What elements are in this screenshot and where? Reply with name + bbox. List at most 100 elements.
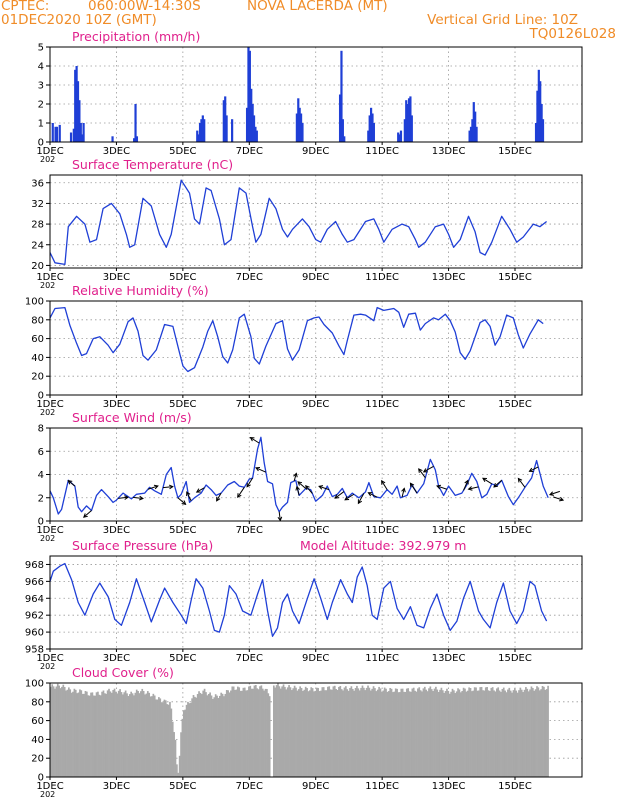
precip-bar — [81, 134, 84, 142]
cloud-bar — [436, 689, 439, 777]
cloud-bar — [403, 691, 405, 777]
cloud-bar — [335, 689, 338, 777]
cloud-bar — [198, 691, 200, 777]
cloud-bar — [70, 692, 73, 777]
cloud-bar — [59, 688, 62, 777]
x-tick-label: 5DEC — [169, 781, 196, 792]
cloud-bar — [126, 693, 128, 777]
cloud-bar — [486, 687, 488, 777]
panel-title: Precipitation (mm/h) — [72, 29, 200, 44]
cloud-bar — [356, 685, 358, 777]
cloud-bar — [191, 698, 193, 777]
cloud-bar — [321, 687, 324, 777]
cloud-bar — [471, 691, 473, 777]
cloud-bar — [109, 691, 112, 777]
wind-arrow — [463, 480, 469, 491]
x-tick-label: 13DEC — [432, 146, 466, 157]
cloud-bar — [457, 688, 459, 777]
cloud-bar — [153, 695, 156, 777]
cloud-bar — [248, 686, 250, 777]
cloud-bar — [374, 688, 376, 777]
cloud-bar — [372, 686, 375, 777]
cloud-bar — [541, 685, 544, 777]
wind-arrowhead — [436, 484, 442, 490]
wind-arrow — [318, 485, 330, 491]
cloud-bar — [440, 687, 443, 777]
panel-title: Cloud Cover (%) — [72, 665, 174, 680]
precip-bar — [369, 107, 373, 142]
cloud-bar — [101, 691, 103, 777]
cloud-bar — [494, 691, 497, 777]
cloud-bar — [56, 683, 59, 777]
cloud-bar — [493, 690, 495, 777]
wind-arrowhead — [401, 487, 406, 493]
wind-arrow — [278, 511, 281, 521]
cloud-bar — [290, 690, 293, 777]
cloud-bar — [428, 688, 430, 777]
precip-bar — [250, 88, 253, 142]
cloud-bar — [400, 688, 403, 777]
cloud-bar — [525, 687, 527, 777]
cloud-bar — [194, 696, 196, 777]
x-tick-label: 5DEC — [169, 525, 196, 536]
precip-bar — [255, 130, 258, 142]
cloud-bar — [383, 687, 386, 777]
wind-arrowhead — [422, 468, 428, 473]
cloud-bar — [369, 690, 372, 777]
cloud-bar — [468, 687, 470, 777]
cloud-bar — [331, 689, 333, 777]
cloud-bar — [509, 690, 512, 777]
cloud-bar — [336, 690, 339, 777]
precip-bar — [405, 100, 408, 142]
wind-arrow — [250, 437, 260, 444]
precip-bar — [197, 134, 200, 142]
cloud-bar — [435, 686, 437, 777]
cloud-bar — [340, 689, 343, 777]
cloud-bar — [454, 693, 457, 777]
cloud-bar — [212, 698, 214, 777]
cloud-bar — [246, 690, 249, 777]
cloud-bar — [256, 688, 259, 777]
precip-bar — [198, 123, 202, 142]
cloud-bar — [527, 691, 530, 777]
wind-arrowhead — [195, 488, 201, 493]
header: CPTEC: 060:00W-14:30S NOVA LACERDA (MT) … — [0, 0, 618, 46]
precip-bar — [409, 96, 412, 142]
wind-arrow — [549, 490, 561, 496]
cloud-bar — [117, 690, 120, 777]
precip-bar — [340, 50, 343, 142]
wind-arrowhead — [153, 484, 159, 490]
y-tick-label: 20 — [31, 372, 44, 383]
cloud-bar — [54, 688, 56, 777]
cloud-bar — [306, 688, 308, 777]
panel-title: Relative Humidity (%) — [72, 283, 209, 298]
wind-arrowhead — [559, 496, 565, 502]
cloud-bar — [227, 690, 229, 777]
wind-arrow — [296, 486, 300, 496]
precip-bar — [298, 107, 301, 142]
cloud-bar — [393, 691, 396, 777]
wind-arrowhead — [168, 484, 174, 490]
cloud-bar — [465, 691, 468, 777]
x-tick-label: 15DEC — [498, 146, 532, 157]
precip-bar — [397, 132, 400, 142]
year-label: 202 — [40, 155, 55, 164]
cloud-bar — [272, 685, 275, 777]
precip-bar — [295, 113, 298, 142]
x-tick-label: 3DEC — [103, 525, 130, 536]
precip-bar — [472, 102, 475, 142]
cloud-bar — [164, 700, 167, 777]
x-tick-label: 9DEC — [302, 146, 329, 157]
wind-arrow — [529, 466, 539, 472]
cloud-bar — [95, 692, 98, 777]
y-tick-label: 4 — [38, 62, 44, 73]
cloud-bar — [466, 690, 469, 777]
cloud-bar — [169, 701, 171, 777]
wind-arrow — [162, 486, 173, 489]
cloud-bar — [329, 689, 332, 777]
cloud-bar — [351, 688, 354, 777]
cloud-bar — [423, 686, 426, 777]
precip-bar — [474, 111, 477, 142]
cloud-bar — [446, 688, 448, 777]
x-tick-label: 11DEC — [365, 653, 399, 664]
